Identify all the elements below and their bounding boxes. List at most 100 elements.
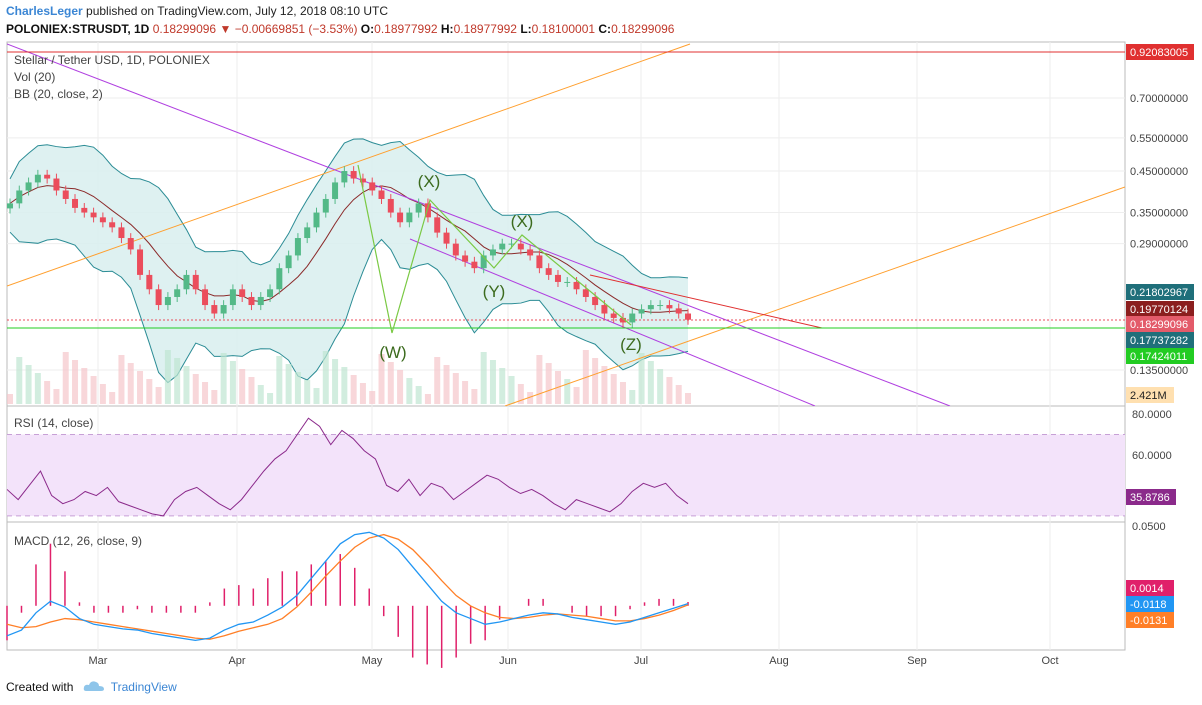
candle-body bbox=[44, 174, 51, 179]
candle-body bbox=[202, 289, 209, 306]
purple-channel-upper bbox=[7, 43, 951, 406]
volume-bar bbox=[592, 358, 599, 404]
candle-body bbox=[53, 178, 60, 191]
macd-tag-label: -0.0131 bbox=[1130, 615, 1167, 627]
candle-body bbox=[489, 249, 496, 256]
volume-bar bbox=[601, 366, 608, 404]
author-link[interactable]: CharlesLeger bbox=[6, 4, 83, 18]
volume-bar bbox=[25, 365, 32, 404]
rsi-tick-label: 80.0000 bbox=[1132, 409, 1172, 421]
volume-bar bbox=[16, 357, 23, 404]
volume-bar bbox=[378, 354, 385, 404]
volume-bar bbox=[499, 368, 506, 404]
close-value: 0.18299096 bbox=[611, 22, 675, 36]
candle-body bbox=[462, 255, 469, 262]
candle-body bbox=[7, 203, 13, 209]
volume-bar bbox=[267, 393, 274, 404]
volume-bar bbox=[629, 390, 636, 404]
candle-body bbox=[137, 249, 144, 275]
volume-bar bbox=[7, 394, 13, 404]
x-axis-label: Mar bbox=[89, 655, 108, 667]
candle-body bbox=[341, 171, 348, 183]
bb-lower-line bbox=[9, 231, 689, 384]
volume-bar bbox=[99, 384, 106, 404]
candle-body bbox=[313, 212, 320, 228]
candle-body bbox=[675, 308, 682, 314]
price-tick-label: 0.70000000 bbox=[1130, 93, 1188, 105]
volume-bar bbox=[685, 393, 691, 404]
volume-bar bbox=[276, 356, 283, 404]
volume-bar bbox=[155, 387, 162, 404]
candle-body bbox=[387, 198, 394, 213]
volume-bar bbox=[369, 391, 376, 404]
rsi-current-label: 35.8786 bbox=[1130, 492, 1170, 504]
candle-body bbox=[229, 289, 236, 306]
main-pane-title: Stellar / Tether USD, 1D, POLONIEX bbox=[14, 53, 210, 67]
price-tag-label: 0.21802967 bbox=[1130, 287, 1188, 299]
candle-body bbox=[397, 212, 404, 223]
candle-body bbox=[359, 178, 366, 183]
candle-body bbox=[267, 289, 274, 297]
candle-body bbox=[480, 255, 487, 269]
volume-bar bbox=[387, 362, 394, 404]
volume-bar bbox=[34, 373, 41, 404]
x-axis-label: Jun bbox=[499, 655, 517, 667]
volume-bar bbox=[527, 392, 534, 404]
bb-upper-line bbox=[9, 138, 689, 279]
candle-body bbox=[610, 313, 617, 318]
volume-bar bbox=[53, 389, 60, 404]
candle-body bbox=[508, 243, 515, 245]
volume-tag bbox=[1126, 387, 1174, 403]
volume-bar bbox=[415, 386, 422, 404]
macd-tag-label: 0.0014 bbox=[1130, 583, 1164, 595]
vol-indicator-label: Vol (20) bbox=[14, 70, 55, 84]
macd-pane[interactable] bbox=[6, 521, 1126, 651]
price-tag bbox=[1126, 316, 1194, 332]
volume-bar bbox=[424, 394, 431, 404]
bb-basis-line bbox=[9, 185, 689, 313]
candle-body bbox=[25, 182, 32, 191]
price-tick-label: 0.13500000 bbox=[1130, 365, 1188, 377]
candle-body bbox=[545, 268, 552, 275]
candle-body bbox=[16, 190, 23, 204]
candle-body bbox=[415, 203, 422, 213]
volume-bar bbox=[211, 390, 218, 404]
candle-body bbox=[685, 313, 691, 320]
candle-body bbox=[322, 198, 329, 213]
candle-body bbox=[536, 255, 543, 269]
macd-signal-line bbox=[6, 533, 689, 640]
volume-bar bbox=[434, 357, 441, 404]
volume-bar bbox=[666, 377, 673, 404]
down-arrow-icon: ▼ bbox=[219, 22, 232, 36]
volume-bar bbox=[619, 382, 626, 404]
candle-body bbox=[592, 296, 599, 306]
volume-bar bbox=[183, 366, 190, 404]
volume-bar bbox=[72, 360, 79, 404]
candle-body bbox=[72, 198, 79, 208]
tradingview-link[interactable]: TradingView bbox=[110, 680, 177, 694]
candle-body bbox=[109, 222, 116, 228]
candle-body bbox=[62, 190, 69, 199]
high-label: H: bbox=[440, 22, 454, 36]
volume-bar bbox=[81, 368, 88, 404]
volume-bar bbox=[294, 372, 301, 404]
candle-body bbox=[657, 305, 664, 307]
macd-tag-label: -0.0118 bbox=[1130, 599, 1167, 611]
wave-label: (Y) bbox=[483, 282, 506, 301]
price-tick-label: 0.45000000 bbox=[1130, 166, 1188, 178]
price-tick-label: 0.29000000 bbox=[1130, 239, 1188, 251]
wave-label: (Z) bbox=[620, 335, 642, 354]
volume-bar bbox=[517, 384, 524, 404]
candle-body bbox=[554, 274, 561, 282]
x-axis-label: May bbox=[362, 655, 383, 667]
purple-channel-lower bbox=[409, 238, 816, 406]
price-tag bbox=[1126, 348, 1194, 364]
price-tag-label: 0.18299096 bbox=[1130, 319, 1188, 331]
volume-bar bbox=[248, 377, 255, 404]
candle-body bbox=[220, 305, 227, 314]
candle-body bbox=[443, 232, 450, 244]
x-axis-label: Sep bbox=[907, 655, 927, 667]
volume-bar bbox=[239, 369, 246, 404]
candle-body bbox=[118, 227, 125, 239]
